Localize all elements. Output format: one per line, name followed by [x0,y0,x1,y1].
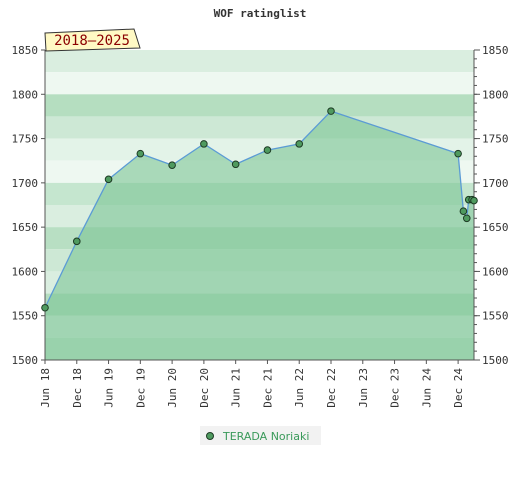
x-tick-label: Dec 19 [134,368,147,408]
x-tick-label: Dec 18 [71,368,84,408]
x-tick-label: Dec 20 [198,368,211,408]
band [45,116,474,139]
series-line [44,110,475,309]
data-point [263,146,272,154]
chart-title: WOF ratinglist [214,7,307,20]
x-tick-label: Jun 22 [293,368,306,408]
x-tick-label: Jun 19 [103,368,116,408]
x-tick-label: Dec 21 [261,368,274,408]
x-tick-label: Dec 24 [452,368,465,408]
data-point [136,149,145,158]
y-tick-label-left: 1550 [12,310,39,323]
legend-label: TERADA Noriaki [222,430,309,443]
y-tick-label-right: 1650 [482,221,509,234]
x-tick-label: Dec 22 [325,368,338,408]
axes: 1500 1500 1550 1550 1600 1600 1650 1650 1700 1700… [12,44,509,408]
y-tick-label-right: 1750 [482,133,509,146]
band [45,72,474,95]
y-tick-label-left: 1600 [12,265,39,278]
y-tick-label-left: 1850 [12,44,39,57]
date-range-badge-label: 2018–2025 [54,33,130,49]
data-point [327,107,335,115]
data-point [72,237,81,246]
y-tick-label-right: 1550 [482,310,509,323]
markers [41,107,478,312]
y-tick-label-right: 1800 [482,88,509,101]
legend-box [200,426,321,445]
y-tick-label-left: 1750 [12,133,39,146]
x-tick-label: Jun 18 [39,368,52,408]
y-tick-label-left: 1800 [12,88,39,101]
x-tick-label: Jun 24 [420,368,433,408]
data-point [454,149,462,158]
data-point [200,140,208,148]
legend-marker [206,432,214,440]
x-tick-label: Jun 23 [357,368,370,408]
data-point [168,161,176,169]
legend[interactable]: TERADA Noriaki [200,426,321,445]
band [45,50,474,73]
y-tick-label-right: 1850 [482,44,509,57]
y-tick-label-left: 1500 [12,354,39,367]
data-point [104,175,113,184]
band [45,94,474,117]
data-point [462,214,471,223]
y-tick-label-left: 1650 [12,221,39,234]
data-point [231,160,240,169]
y-tick-label-right: 1500 [482,354,509,367]
area-layer [44,110,475,360]
data-point [295,140,304,148]
y-tick-label-right: 1600 [482,265,509,278]
data-point [459,207,468,215]
series-area [45,111,474,360]
x-tick-label: Jun 21 [230,368,243,408]
y-tick-label-left: 1700 [12,177,39,190]
x-tick-label: Jun 20 [166,368,179,408]
data-point [41,303,49,312]
y-tick-label-right: 1700 [482,177,509,190]
date-range-badge: 2018–2025 [44,28,141,52]
data-point [470,196,478,205]
x-tick-label: Dec 23 [389,368,402,408]
